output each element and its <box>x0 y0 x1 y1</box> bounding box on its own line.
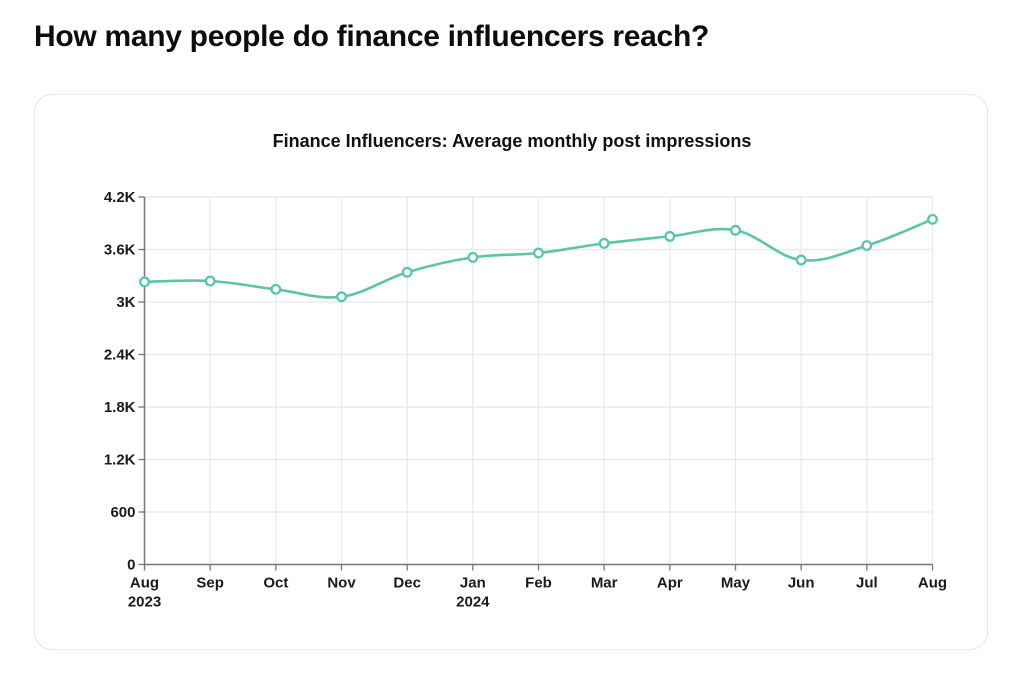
x-tick-label: Nov <box>327 575 356 592</box>
data-point-marker <box>730 224 741 236</box>
data-point-marker <box>927 213 938 225</box>
grid-lines <box>144 196 934 565</box>
data-point-marker <box>533 247 544 259</box>
x-tick-year-label: 2023 <box>128 594 161 611</box>
y-tick-label: 1.2K <box>104 452 136 469</box>
data-point-marker <box>204 275 216 287</box>
x-tick-label: Jul <box>856 575 878 592</box>
data-point-marker <box>861 240 873 252</box>
data-point-marker <box>467 251 479 263</box>
x-tick-label: Jun <box>788 575 815 592</box>
x-tick-label: Aug <box>130 575 159 592</box>
data-point-marker <box>598 237 610 249</box>
y-axis-ticks: 0 600 1.2K 1.8K 2.4K 3K 3.6K 4.2K <box>104 189 145 574</box>
y-tick-label: 3K <box>116 294 135 311</box>
data-point-marker <box>664 230 676 242</box>
x-tick-label: Sep <box>196 575 224 592</box>
y-tick-label: 600 <box>110 504 135 521</box>
data-point-marker <box>401 266 413 278</box>
x-tick-label: Oct <box>263 575 288 592</box>
x-tick-label: Aug <box>918 575 947 592</box>
x-tick-label: May <box>721 575 751 592</box>
y-tick-label: 2.4K <box>104 347 136 364</box>
x-tick-label: Feb <box>525 575 552 592</box>
data-point-marker <box>336 291 347 303</box>
chart-title: Finance Influencers: Average monthly pos… <box>272 131 752 151</box>
data-point-marker <box>270 283 282 295</box>
data-point-marker <box>795 254 807 266</box>
y-tick-label: 1.8K <box>104 399 136 416</box>
y-tick-label: 3.6K <box>104 242 136 259</box>
x-tick-year-label: 2024 <box>456 594 490 611</box>
x-tick-label: Dec <box>393 575 421 592</box>
data-point-marker <box>139 276 150 288</box>
y-tick-label: 0 <box>127 557 135 574</box>
chart-card <box>34 94 988 650</box>
data-series <box>139 213 938 303</box>
page-title: How many people do finance influencers r… <box>34 20 709 53</box>
x-tick-label: Mar <box>591 575 618 592</box>
x-tick-label: Jan <box>460 575 486 592</box>
x-axis-ticks: Aug 2023 Sep Oct Nov Dec Jan 2024 Feb Mar Apr May Ju… <box>128 564 947 611</box>
x-tick-label: Apr <box>657 575 683 592</box>
y-tick-label: 4.2K <box>104 189 136 206</box>
